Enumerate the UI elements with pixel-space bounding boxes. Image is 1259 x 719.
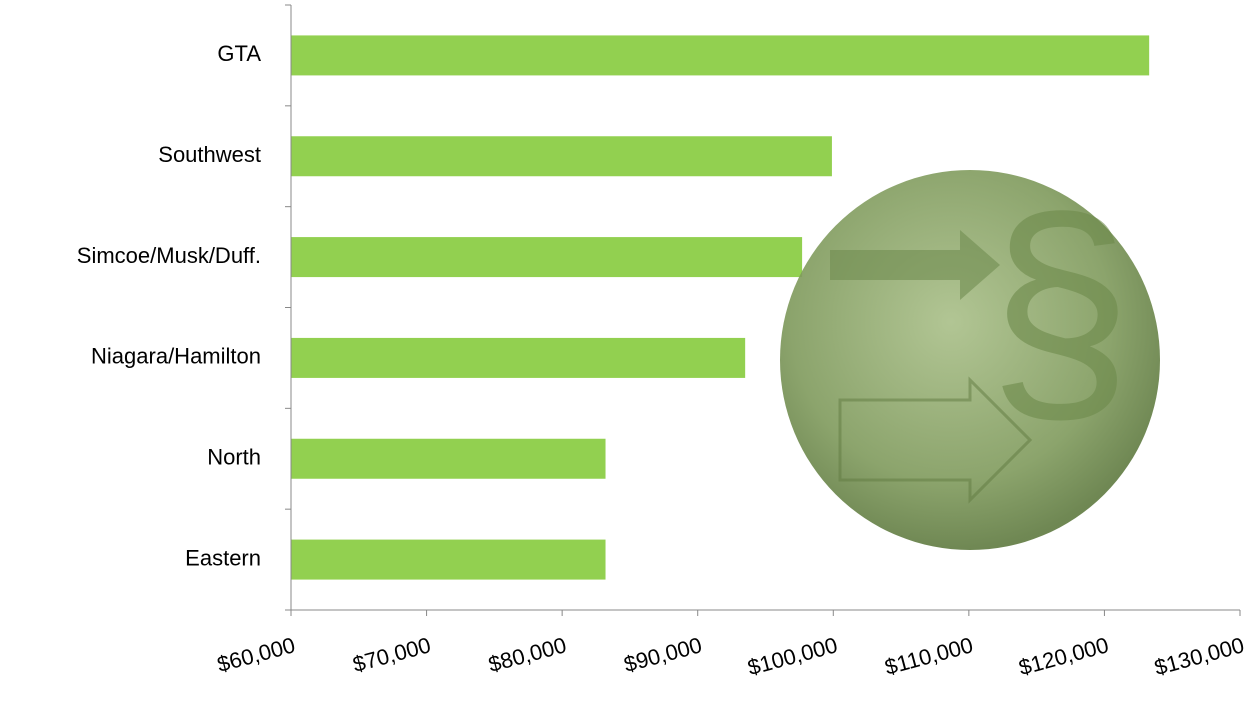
y-tick-label: Southwest [158, 142, 261, 167]
bar [291, 237, 803, 278]
y-tick-label: GTA [217, 41, 261, 66]
x-tick-label: $120,000 [1016, 632, 1111, 680]
y-tick-label: Simcoe/Musk/Duff. [77, 243, 261, 268]
bar [291, 136, 832, 177]
plot [291, 35, 1150, 580]
x-tick-label: $100,000 [745, 632, 840, 680]
y-tick-label: Eastern [185, 545, 261, 570]
x-tick-label: $80,000 [486, 632, 569, 677]
x-tick-label: $60,000 [215, 632, 298, 677]
y-tick-label: Niagara/Hamilton [91, 344, 261, 369]
x-tick-label: $130,000 [1152, 632, 1247, 680]
bar [291, 337, 746, 378]
y-tick-label: North [207, 445, 261, 470]
x-tick-label: $90,000 [621, 632, 704, 677]
x-tick-label: $110,000 [882, 632, 976, 679]
bar [291, 35, 1150, 76]
x-tick-label: $70,000 [350, 632, 433, 677]
svg-text:§: § [988, 165, 1133, 455]
decorative-coin: § [780, 165, 1160, 550]
bar [291, 438, 606, 479]
bar [291, 539, 606, 580]
